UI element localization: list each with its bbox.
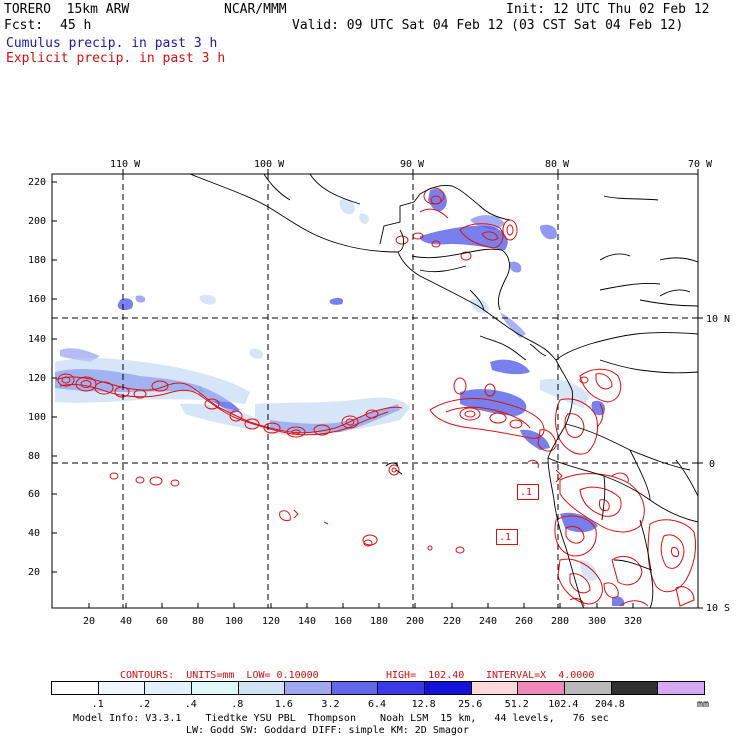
x-tick-label: 220 [443,616,462,627]
colorbar-swatch [52,682,99,694]
colorbar-label: 204.8 [594,699,625,710]
explicit-precip-contours [55,187,697,607]
forecast-hour: 45 h [60,18,92,33]
colorbar-swatch [471,682,519,694]
x-tick-label: 240 [479,616,498,627]
colorbar [51,681,705,695]
lon-label: 90 W [400,159,425,170]
model-info-line1: Model Info: V3.3.1 Tiedtke YSU PBL Thomp… [73,713,609,724]
colorbar-swatch [285,682,332,694]
colorbar-label: 3.2 [321,699,340,710]
x-tick-label: 20 [83,616,96,627]
y-tick-label: 180 [28,255,47,266]
light-cumulus-areas [55,199,597,582]
y-tick-label: 120 [28,373,47,384]
y-tick-label: 140 [28,334,47,345]
colorbar-swatch [98,682,146,694]
x-tick-label: 60 [156,616,169,627]
y-tick-label: 220 [28,177,47,188]
model-info-line2: LW: Godd SW: Goddard DIFF: simple KM: 2D… [186,725,469,736]
colorbar-swatch [425,682,472,694]
x-tick-label: 160 [334,616,353,627]
init-time: Init: 12 UTC Thu 02 Feb 12 [506,2,710,17]
x-tick-label: 300 [588,616,607,627]
contours-interval: INTERVAL=X 4.0000 [486,670,595,681]
y-tick-label: 60 [28,489,41,500]
lon-label: 100 W [254,159,285,170]
lon-label: 110 W [110,159,141,170]
colorbar-swatch [191,682,239,694]
x-tick-label: 320 [624,616,643,627]
y-tick-label: 160 [28,294,47,305]
y-tick-label: 40 [28,528,41,539]
forecast-label: Fcst: [4,18,44,33]
lat-label: 10 N [706,314,731,325]
x-tick-label: 100 [225,616,244,627]
x-tick-label: 40 [120,616,133,627]
coastlines [189,174,698,608]
cumulus-field-title: Cumulus precip. in past 3 h [6,36,218,51]
colorbar-label: 102.4 [548,699,579,710]
x-tick-label: 200 [406,616,425,627]
y-tick-label: 100 [28,412,47,423]
colorbar-swatch [378,682,426,694]
contour-label: .1 [499,532,512,543]
colorbar-swatch [518,682,566,694]
colorbar-label: 12.8 [411,699,436,710]
model-name: TORERO 15km ARW [4,2,130,17]
colorbar-label: .4 [184,699,197,710]
colorbar-swatch [611,682,659,694]
colorbar-swatch [331,682,379,694]
explicit-field-title: Explicit precip. in past 3 h [6,51,226,66]
colorbar-swatch [565,682,612,694]
x-tick-label: 180 [370,616,389,627]
colorbar-label: .8 [231,699,244,710]
lat-label: 0 [709,459,716,470]
colorbar-label: 51.2 [504,699,529,710]
lat-label: 10 S [706,603,731,614]
x-tick-label: 120 [262,616,281,627]
contour-label-box: .1 [517,484,539,500]
x-tick-label: 140 [298,616,317,627]
lon-label: 70 W [688,159,713,170]
colorbar-unit: mm [697,699,710,710]
colorbar-label: 1.6 [274,699,293,710]
contours-high: HIGH= 102.40 [386,670,465,681]
lon-label: 80 W [545,159,570,170]
x-tick-label: 80 [192,616,205,627]
colorbar-label: .1 [91,699,104,710]
x-tick-label: 260 [515,616,534,627]
contour-label: .1 [520,487,533,498]
colorbar-label: 25.6 [458,699,483,710]
y-tick-label: 20 [28,567,41,578]
contours-units: CONTOURS: UNITS=mm LOW= 0.10000 [120,670,319,681]
colorbar-label: 6.4 [368,699,387,710]
colorbar-swatch [145,682,192,694]
organization: NCAR/MMM [224,2,287,17]
colorbar-label: .2 [138,699,151,710]
map-frame [51,173,699,609]
colorbar-swatch [238,682,286,694]
graticule [52,174,698,608]
contour-label-box: .1 [496,529,518,545]
valid-time: Valid: 09 UTC Sat 04 Feb 12 (03 CST Sat … [292,18,684,33]
axis-ticks [52,169,703,609]
y-tick-label: 80 [28,451,41,462]
colorbar-swatch [658,682,704,694]
map-content [52,174,698,608]
x-tick-label: 280 [551,616,570,627]
y-tick-label: 200 [28,216,47,227]
